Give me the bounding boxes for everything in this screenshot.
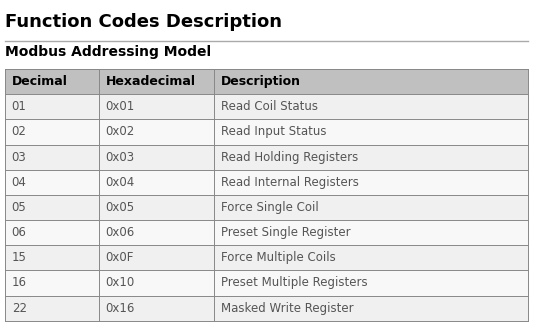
Bar bbox=[99, 170, 214, 195]
Bar bbox=[99, 220, 214, 245]
Text: 0x03: 0x03 bbox=[106, 151, 135, 164]
Text: 0x04: 0x04 bbox=[106, 176, 135, 189]
Bar bbox=[5, 245, 99, 271]
Text: 01: 01 bbox=[12, 100, 27, 113]
Text: 03: 03 bbox=[12, 151, 27, 164]
Text: 0x05: 0x05 bbox=[106, 201, 135, 214]
Bar bbox=[214, 295, 528, 321]
Text: 0x06: 0x06 bbox=[106, 226, 135, 239]
Bar bbox=[5, 220, 99, 245]
Text: Description: Description bbox=[221, 75, 301, 88]
Text: Read Holding Registers: Read Holding Registers bbox=[221, 151, 358, 164]
Bar bbox=[214, 94, 528, 119]
Bar bbox=[5, 295, 99, 321]
Bar bbox=[99, 295, 214, 321]
Bar bbox=[5, 94, 99, 119]
Bar bbox=[99, 94, 214, 119]
Text: Force Single Coil: Force Single Coil bbox=[221, 201, 318, 214]
Bar bbox=[5, 145, 99, 170]
Text: 04: 04 bbox=[12, 176, 27, 189]
Text: Hexadecimal: Hexadecimal bbox=[106, 75, 196, 88]
Text: Read Input Status: Read Input Status bbox=[221, 125, 326, 138]
Bar bbox=[5, 170, 99, 195]
Text: 15: 15 bbox=[12, 251, 27, 264]
Bar bbox=[5, 119, 99, 145]
Text: Function Codes Description: Function Codes Description bbox=[5, 13, 282, 31]
Text: 05: 05 bbox=[12, 201, 27, 214]
Text: Read Internal Registers: Read Internal Registers bbox=[221, 176, 359, 189]
Text: Masked Write Register: Masked Write Register bbox=[221, 302, 353, 315]
Text: Read Coil Status: Read Coil Status bbox=[221, 100, 318, 113]
Bar bbox=[99, 195, 214, 220]
Text: Decimal: Decimal bbox=[12, 75, 68, 88]
Text: Preset Single Register: Preset Single Register bbox=[221, 226, 350, 239]
Bar bbox=[214, 69, 528, 94]
Bar bbox=[99, 69, 214, 94]
Text: 0x0F: 0x0F bbox=[106, 251, 134, 264]
Bar bbox=[214, 245, 528, 271]
Bar bbox=[5, 69, 99, 94]
Text: 0x10: 0x10 bbox=[106, 276, 135, 290]
Bar bbox=[214, 145, 528, 170]
Bar bbox=[99, 119, 214, 145]
Bar bbox=[99, 145, 214, 170]
Bar bbox=[5, 195, 99, 220]
Text: Force Multiple Coils: Force Multiple Coils bbox=[221, 251, 335, 264]
Text: 06: 06 bbox=[12, 226, 27, 239]
Bar bbox=[214, 119, 528, 145]
Text: Modbus Addressing Model: Modbus Addressing Model bbox=[5, 45, 212, 59]
Text: 02: 02 bbox=[12, 125, 27, 138]
Text: 0x02: 0x02 bbox=[106, 125, 135, 138]
Text: 22: 22 bbox=[12, 302, 27, 315]
Bar bbox=[214, 195, 528, 220]
Text: 16: 16 bbox=[12, 276, 27, 290]
Bar bbox=[5, 271, 99, 295]
Text: 0x16: 0x16 bbox=[106, 302, 135, 315]
Text: Preset Multiple Registers: Preset Multiple Registers bbox=[221, 276, 367, 290]
Bar bbox=[214, 220, 528, 245]
Bar bbox=[214, 170, 528, 195]
Bar bbox=[99, 245, 214, 271]
Bar bbox=[99, 271, 214, 295]
Bar bbox=[214, 271, 528, 295]
Text: 0x01: 0x01 bbox=[106, 100, 135, 113]
